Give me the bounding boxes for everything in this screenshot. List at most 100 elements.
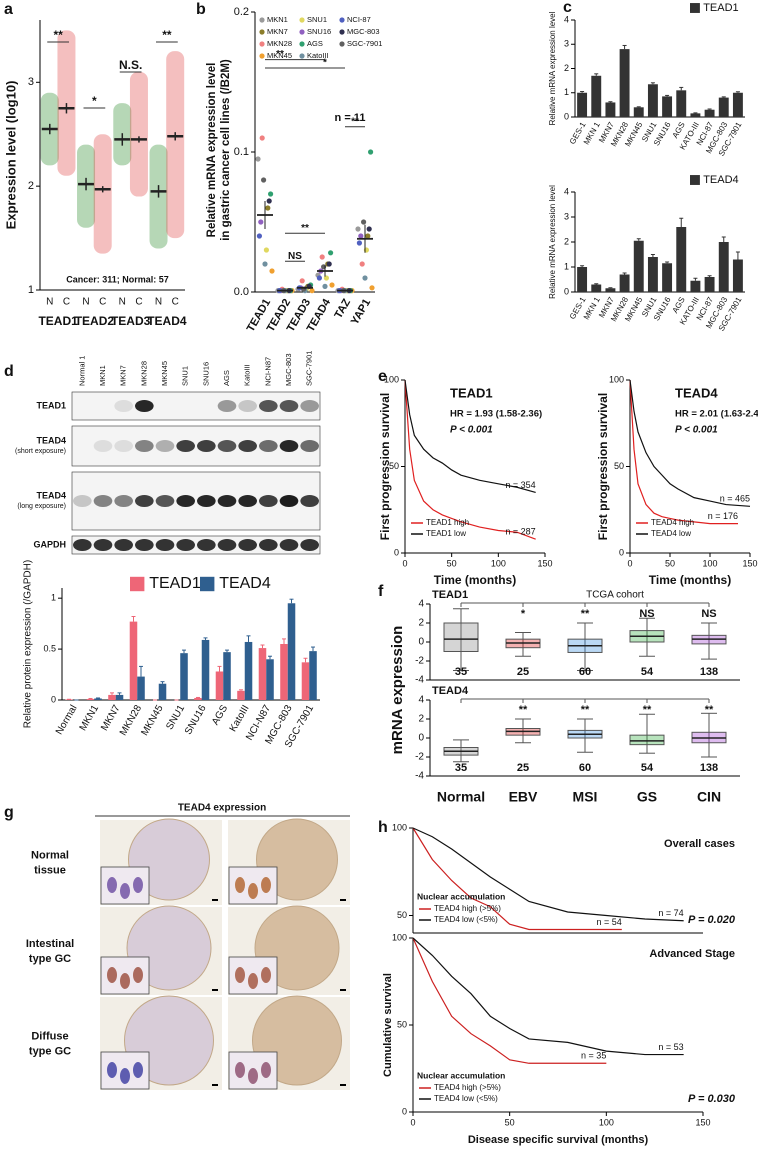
ihc-row-label: type GC xyxy=(29,953,71,965)
survival-curve xyxy=(412,827,684,922)
ihc-cell xyxy=(235,967,245,983)
ihc-cell xyxy=(120,1068,130,1084)
cell-line-point xyxy=(319,254,325,260)
significance: ** xyxy=(519,704,528,716)
blot-row-label: TEAD4 xyxy=(36,435,66,445)
ihc-cell xyxy=(107,1062,117,1078)
x-sublabel: N xyxy=(82,297,89,308)
legend-title: Nuclear accumulation xyxy=(417,891,505,901)
cell-line-point xyxy=(266,198,272,204)
blot-band xyxy=(73,539,92,551)
cell-line-point xyxy=(322,283,328,289)
hazard-ratio: HR = 1.93 (1.58-2.36) xyxy=(450,409,542,420)
significance: ** xyxy=(581,608,590,620)
n-label: n = 176 xyxy=(708,511,738,521)
legend-label: AGS xyxy=(307,39,323,48)
legend-marker xyxy=(299,53,305,59)
blot-band xyxy=(259,400,278,412)
legend-label: TEAD4 low (<5%) xyxy=(434,1094,498,1103)
blot-row-label: (long exposure) xyxy=(17,503,66,510)
y-tick-label: 0 xyxy=(619,547,624,557)
n-label: n = 465 xyxy=(720,494,750,504)
y-tick-label: 0.0 xyxy=(234,286,249,298)
panel-letter: f xyxy=(378,583,384,600)
blot-band xyxy=(279,400,299,412)
x-tick-label: 150 xyxy=(537,558,552,568)
blot-band xyxy=(197,539,216,551)
y-tick-label: 0 xyxy=(394,547,399,557)
panel-letter: e xyxy=(378,368,387,385)
panel-letter: d xyxy=(4,363,14,380)
y-axis-label: First progression survival xyxy=(596,393,610,540)
n-label: 25 xyxy=(517,666,529,678)
x-sublabel: C xyxy=(135,297,142,308)
legend-label: TEAD4 xyxy=(703,174,738,186)
n-label: 54 xyxy=(641,762,654,774)
bar xyxy=(690,113,701,117)
cell-line-point xyxy=(366,226,372,232)
blot-band xyxy=(135,440,154,452)
survival-curve xyxy=(412,937,684,1056)
significance: * xyxy=(323,58,327,69)
legend-label: SGC-7901 xyxy=(347,39,382,48)
scale-bar xyxy=(340,899,346,901)
significance: NS xyxy=(288,251,302,262)
y-axis-label: Expression level (log10) xyxy=(3,81,18,230)
ihc-cell xyxy=(261,967,271,983)
y-axis-label: Relative protein expression (/GAPDH) xyxy=(23,560,34,728)
dot-cloud xyxy=(166,51,185,239)
significance: ** xyxy=(162,28,172,42)
bar xyxy=(605,102,616,117)
bar xyxy=(180,653,188,700)
bar xyxy=(266,659,274,700)
bar xyxy=(215,671,224,700)
y-tick-label: 0 xyxy=(402,1106,407,1116)
y-axis-label: in gastric cancer cell lines (/B2M) xyxy=(220,59,232,241)
bar xyxy=(108,694,116,700)
x-tick-label: 50 xyxy=(447,558,457,568)
legend-swatch xyxy=(130,576,145,592)
legend-label: TEAD4 high xyxy=(651,518,694,527)
legend-label: NCI-87 xyxy=(347,15,371,24)
significance: ** xyxy=(705,704,714,716)
bar xyxy=(605,288,616,292)
ihc-cell xyxy=(248,883,258,899)
blot-band xyxy=(176,440,195,452)
chart-title: TEAD1 xyxy=(432,589,468,601)
y-axis-label: Relative mRNA expression level xyxy=(548,11,557,125)
significance: ** xyxy=(351,116,359,127)
x-tick-label: 150 xyxy=(742,558,757,568)
ihc-cell xyxy=(107,967,117,983)
ihc-row-label: Diffuse xyxy=(31,1030,68,1042)
legend-label: TEAD4 low (<5%) xyxy=(434,915,498,924)
legend-label: TEAD1 xyxy=(703,2,738,14)
cell-line-point xyxy=(261,177,267,183)
n-label: 138 xyxy=(700,762,718,774)
ihc-row-label: type GC xyxy=(29,1045,71,1057)
cell-line-point xyxy=(361,219,367,225)
scale-bar xyxy=(212,899,218,901)
cell-line-point xyxy=(323,275,329,281)
ihc-cell xyxy=(107,877,117,893)
blot-band xyxy=(114,440,133,452)
bar xyxy=(619,274,630,292)
y-tick-label: 1 xyxy=(28,284,34,296)
y-tick-label: 100 xyxy=(384,374,399,384)
lane-label: NCI-N87 xyxy=(263,357,272,386)
x-tick-label: GS xyxy=(637,789,657,805)
bar xyxy=(237,690,245,700)
blot-band xyxy=(73,495,92,507)
blot-band xyxy=(197,495,216,507)
bar xyxy=(647,84,658,117)
legend-label: MKN7 xyxy=(267,27,288,36)
y-tick-label: 4 xyxy=(418,695,424,706)
y-tick-label: 1 xyxy=(51,593,56,603)
survival-curve xyxy=(629,379,751,507)
y-axis-label: Cumulative survival xyxy=(382,973,394,1077)
legend-label: TEAD4 xyxy=(219,575,271,592)
blot-band xyxy=(300,539,319,551)
cell-line-point xyxy=(316,275,322,281)
bar xyxy=(280,644,288,700)
lane-label: MKN7 xyxy=(119,365,128,386)
